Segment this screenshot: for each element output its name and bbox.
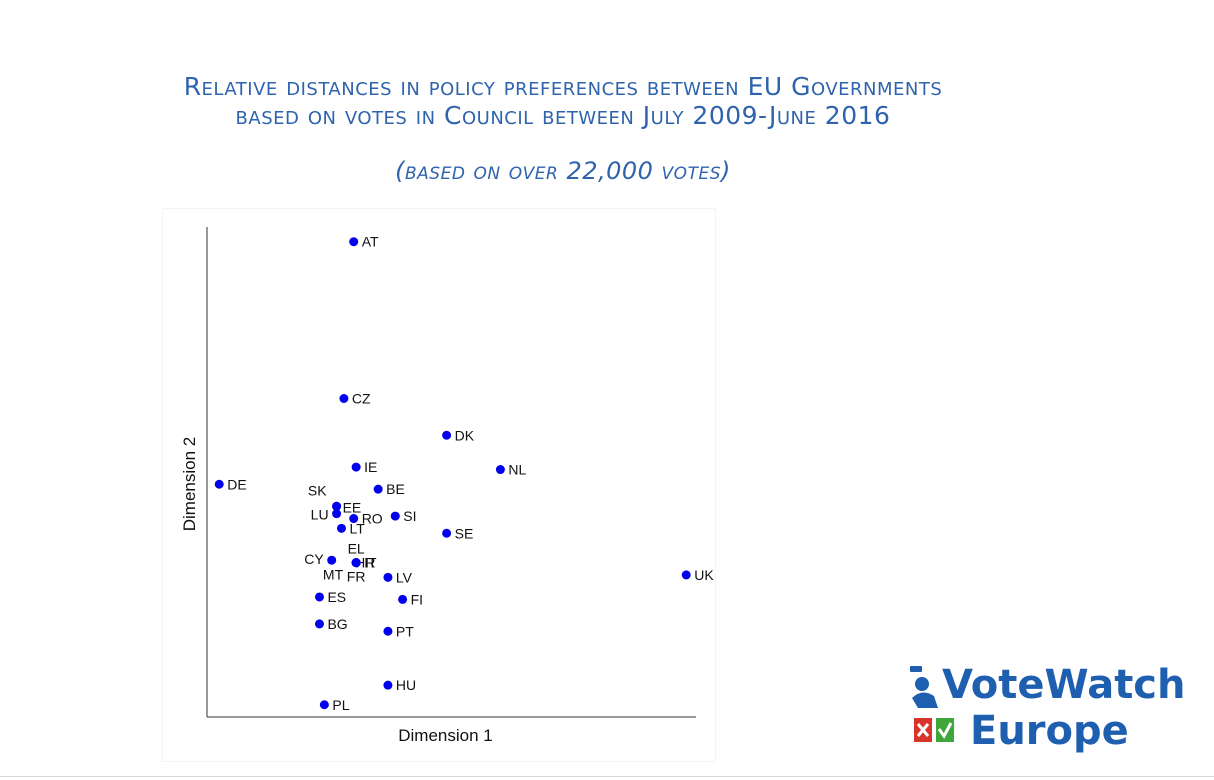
point-ee: [332, 501, 342, 511]
voter-head-icon: [915, 677, 929, 691]
point-label-pl: PL: [332, 697, 349, 713]
point-label-mt: MT: [323, 567, 344, 583]
point-cy: [327, 555, 337, 565]
point-label-pt: PT: [396, 623, 414, 639]
point-label-hr: HR: [355, 555, 375, 571]
point-label-ie: IE: [364, 459, 377, 475]
point-label-se: SE: [455, 525, 474, 541]
point-label-dk: DK: [455, 427, 475, 443]
point-label-nl: NL: [508, 462, 526, 478]
chart-title-line2: based on votes in Council between July 2…: [235, 101, 891, 130]
point-label-fi: FI: [411, 591, 423, 607]
point-dk: [442, 430, 452, 440]
point-fr: [351, 558, 361, 568]
point-label-el: EL: [348, 541, 365, 557]
point-label-de: DE: [227, 476, 246, 492]
votewatch-logo: VoteWatch Europe: [908, 660, 1188, 760]
point-label-lv: LV: [396, 569, 413, 585]
point-lv: [383, 572, 393, 582]
point-label-at: AT: [362, 234, 379, 250]
logo-graphic: VoteWatch Europe: [910, 662, 1186, 754]
chart-panel: AT CZ DK IE NL DE BE SK EE LU RO SI LT SE EL CY HR IT MT FR…: [163, 209, 715, 761]
chart-subtitle: (based on over 22,000 votes): [395, 157, 731, 185]
point-fi: [398, 594, 408, 604]
footer-divider: [0, 776, 1214, 777]
point-lt: [336, 523, 346, 533]
y-axis-title: Dimension 2: [180, 437, 199, 532]
point-nl: [495, 465, 505, 475]
point-label-ee: EE: [343, 499, 362, 515]
point-label-es: ES: [327, 589, 346, 605]
point-se: [442, 528, 452, 538]
point-label-hu: HU: [396, 677, 416, 693]
point-de: [214, 479, 224, 489]
logo-text-europe: Europe: [970, 708, 1129, 754]
point-cz: [339, 394, 349, 403]
point-label-sk: SK: [308, 482, 327, 498]
check-mark-icon: [937, 722, 953, 739]
point-be: [373, 484, 383, 494]
point-label-lt: LT: [349, 520, 365, 536]
point-bg: [314, 619, 324, 629]
point-label-lu: LU: [311, 507, 329, 523]
point-label-si: SI: [403, 508, 416, 524]
point-label-be: BE: [386, 481, 405, 497]
chart-title-line1: Relative distances in policy preferences…: [183, 72, 943, 101]
point-pt: [383, 626, 393, 636]
point-label-cy: CY: [304, 551, 324, 567]
point-at: [349, 237, 359, 247]
point-lu: [332, 509, 342, 519]
point-si: [390, 511, 400, 521]
point-ie: [351, 462, 361, 472]
logo-text-votewatch: VoteWatch: [942, 662, 1186, 708]
point-label-it: IT: [364, 555, 377, 571]
point-uk: [681, 570, 691, 580]
point-pl: [319, 700, 329, 710]
point-label-cz: CZ: [352, 391, 371, 407]
point-hu: [383, 680, 393, 690]
cross-mark-icon: [916, 723, 930, 737]
point-label-ro: RO: [362, 511, 383, 527]
voter-body-icon: [912, 692, 938, 708]
point-label-bg: BG: [327, 616, 347, 632]
point-ro: [349, 514, 359, 524]
ballot-slip-icon: [910, 666, 922, 672]
point-label-uk: UK: [694, 567, 714, 583]
point-label-fr: FR: [347, 569, 366, 585]
x-axis-title: Dimension 1: [398, 726, 493, 745]
point-es: [314, 592, 324, 602]
